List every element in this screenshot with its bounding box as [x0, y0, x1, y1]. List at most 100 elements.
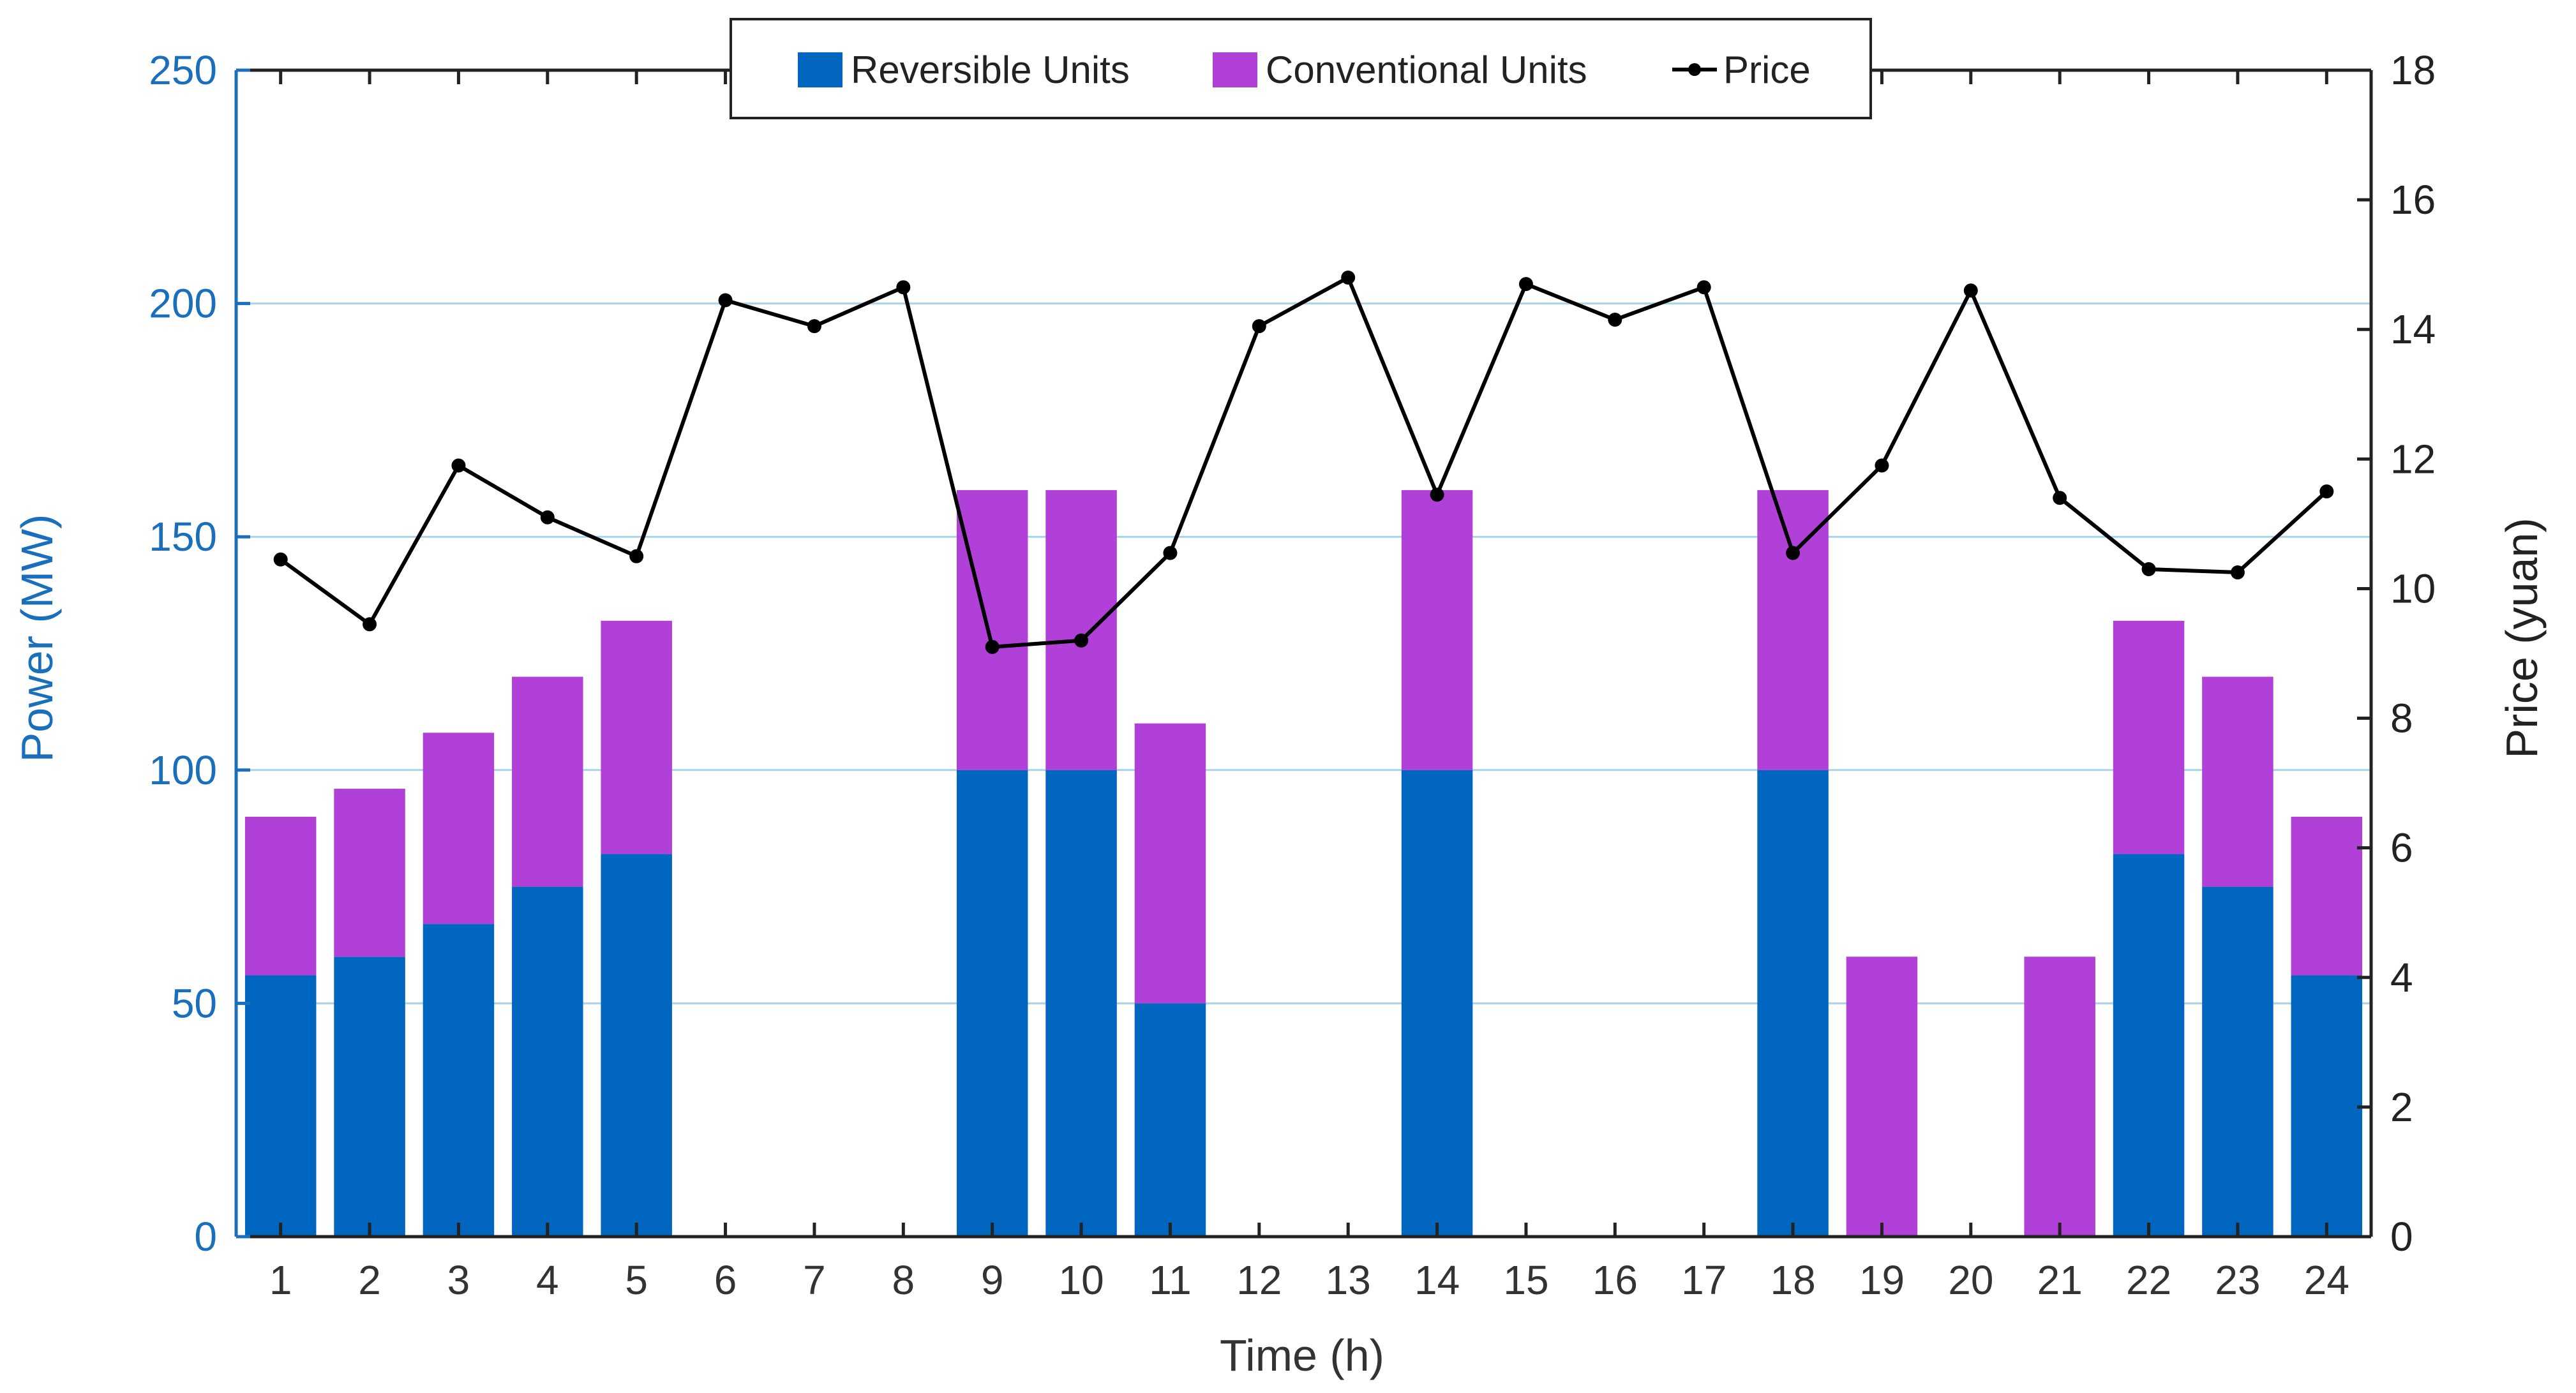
- price-point-18: [1786, 546, 1801, 560]
- bars: [244, 490, 2363, 1237]
- y-tick-label-left: 0: [194, 1214, 217, 1260]
- bar-conventional-14: [1401, 490, 1473, 770]
- y-tick-label-left: 250: [149, 47, 217, 93]
- bar-reversible-14: [1401, 770, 1473, 1237]
- x-tick-label: 18: [1770, 1257, 1815, 1303]
- bar-reversible-18: [1757, 770, 1829, 1237]
- x-tick-label: 14: [1414, 1257, 1460, 1303]
- bar-reversible-11: [1134, 1003, 1206, 1237]
- y-tick-label-left: 50: [172, 980, 217, 1026]
- bar-reversible-2: [334, 957, 405, 1237]
- bar-reversible-9: [956, 770, 1028, 1237]
- x-tick-label: 20: [1948, 1257, 1993, 1303]
- x-axis-title: Time (h): [1220, 1330, 1384, 1380]
- x-tick-label: 15: [1503, 1257, 1548, 1303]
- price-point-6: [718, 293, 733, 308]
- bar-conventional-18: [1757, 490, 1829, 770]
- x-tick-label: 12: [1236, 1257, 1282, 1303]
- y-tick-label-right: 16: [2390, 177, 2436, 223]
- y-tick-label-right: 18: [2390, 47, 2436, 93]
- x-tick-label: 22: [2126, 1257, 2171, 1303]
- bar-reversible-3: [423, 924, 495, 1237]
- price-point-23: [2230, 565, 2245, 580]
- bar-reversible-22: [2113, 854, 2185, 1237]
- x-tick-label: 21: [2037, 1257, 2083, 1303]
- bar-conventional-4: [512, 676, 583, 887]
- x-tick-label: 7: [803, 1257, 826, 1303]
- y-tick-label-right: 2: [2390, 1084, 2413, 1130]
- y-axis-title-left: Power (MW): [12, 514, 62, 763]
- legend-swatch-conventional: [1213, 52, 1257, 87]
- price-point-16: [1608, 312, 1622, 327]
- price-point-7: [807, 319, 821, 334]
- bar-conventional-22: [2113, 620, 2185, 854]
- price-point-5: [629, 549, 644, 563]
- legend-swatch-reversible: [798, 52, 842, 87]
- bar-conventional-24: [2291, 816, 2363, 976]
- y-tick-label-right: 0: [2390, 1214, 2413, 1260]
- x-tick-label: 19: [1859, 1257, 1905, 1303]
- price-point-13: [1341, 270, 1356, 285]
- legend-marker-price: [1688, 63, 1701, 76]
- bar-reversible-24: [2291, 975, 2363, 1237]
- bar-conventional-23: [2202, 676, 2273, 887]
- price-point-9: [985, 639, 1000, 654]
- bar-conventional-1: [244, 816, 317, 976]
- price-point-15: [1518, 277, 1533, 292]
- bar-conventional-11: [1134, 723, 1206, 1004]
- x-tick-label: 8: [892, 1257, 915, 1303]
- x-tick-label: 24: [2304, 1257, 2349, 1303]
- y-tick-label-left: 100: [149, 747, 217, 793]
- price-point-12: [1252, 319, 1266, 334]
- x-tick-label: 17: [1681, 1257, 1726, 1303]
- legend-label-reversible: Reversible Units: [851, 48, 1130, 91]
- price-point-24: [2319, 484, 2334, 499]
- x-tick-label: 13: [1326, 1257, 1371, 1303]
- x-tick-label: 10: [1058, 1257, 1104, 1303]
- y-tick-label-right: 8: [2390, 696, 2413, 741]
- y-axis-title-right: Price (yuan): [2497, 518, 2547, 758]
- price-point-8: [896, 280, 911, 295]
- bar-reversible-4: [512, 886, 583, 1237]
- price-point-17: [1696, 280, 1711, 295]
- x-tick-label: 6: [714, 1257, 737, 1303]
- bar-conventional-21: [2024, 957, 2095, 1237]
- x-tick-label: 5: [625, 1257, 648, 1303]
- price-point-11: [1163, 546, 1178, 560]
- price-line-group: [273, 270, 2334, 654]
- bar-reversible-10: [1045, 770, 1117, 1237]
- y-tick-label-left: 200: [149, 281, 217, 327]
- price-point-22: [2141, 562, 2156, 576]
- bar-conventional-9: [956, 490, 1028, 770]
- y-tick-label-right: 14: [2390, 306, 2436, 352]
- x-tick-label: 1: [269, 1257, 292, 1303]
- x-tick-label: 11: [1149, 1257, 1191, 1303]
- x-tick-label: 4: [536, 1257, 559, 1303]
- x-tick-label: 16: [1592, 1257, 1638, 1303]
- bar-conventional-5: [601, 620, 672, 854]
- bar-reversible-23: [2202, 886, 2273, 1237]
- bar-conventional-19: [1846, 957, 1918, 1237]
- price-point-10: [1074, 633, 1089, 648]
- price-point-21: [2053, 491, 2067, 505]
- price-point-14: [1430, 488, 1444, 502]
- legend-label-price: Price: [1723, 48, 1811, 91]
- y-tick-label-right: 4: [2390, 955, 2413, 1001]
- y-tick-label-left: 150: [149, 514, 217, 560]
- price-point-19: [1875, 458, 1889, 473]
- price-point-2: [363, 617, 377, 632]
- price-line: [279, 275, 2328, 649]
- bar-conventional-2: [334, 789, 405, 957]
- x-tick-label: 2: [358, 1257, 381, 1303]
- legend-label-conventional: Conventional Units: [1266, 48, 1587, 91]
- bar-conventional-3: [423, 733, 495, 925]
- x-tick-label: 3: [447, 1257, 470, 1303]
- legend: Reversible Units Conventional Units Pric…: [730, 18, 1872, 119]
- y-tick-label-right: 10: [2390, 565, 2436, 611]
- x-tick-label: 23: [2215, 1257, 2260, 1303]
- y-tick-label-right: 12: [2390, 436, 2436, 482]
- bar-reversible-1: [244, 975, 317, 1237]
